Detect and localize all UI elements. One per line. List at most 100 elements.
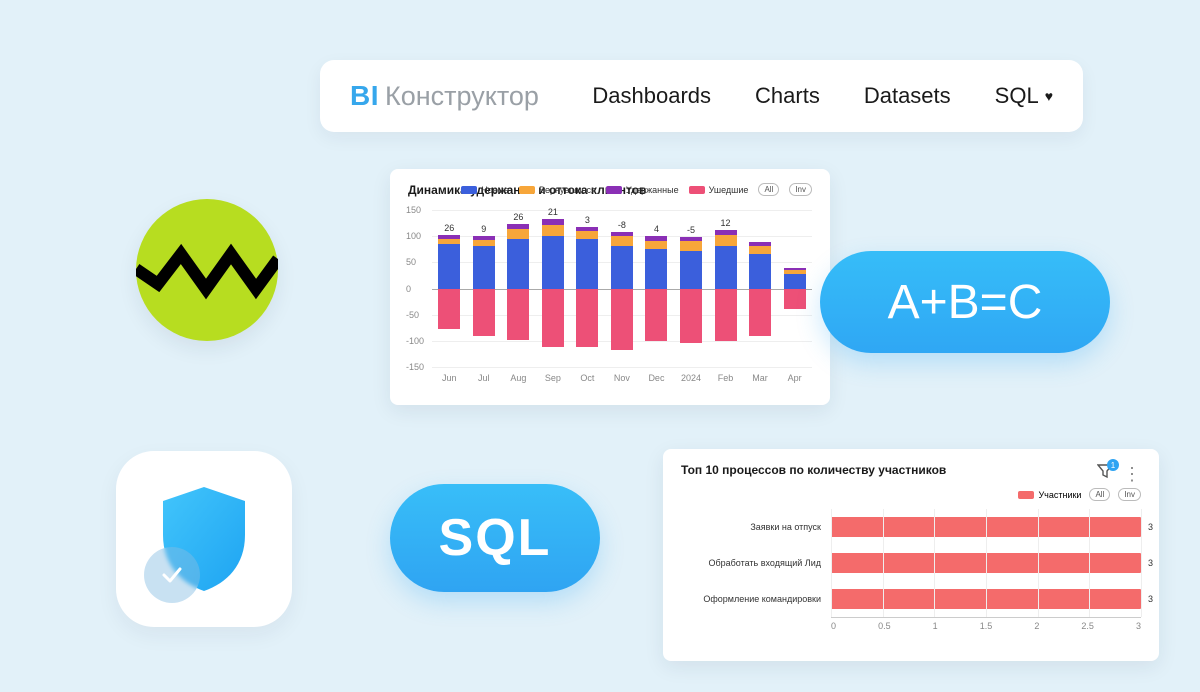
- bar-segment: [715, 246, 737, 289]
- pill-all[interactable]: All: [758, 183, 779, 196]
- bar-value-label: -5: [680, 225, 702, 235]
- x-tick-label: Sep: [542, 373, 564, 383]
- bar-value-label: 12: [715, 218, 737, 228]
- bar-value-label: 26: [438, 223, 460, 233]
- x-tick-label: Feb: [715, 373, 737, 383]
- chart-icon: [136, 199, 278, 341]
- zigzag-icon: [136, 199, 278, 341]
- bar-segment: [507, 229, 529, 238]
- x-tick-label: 0: [831, 621, 836, 631]
- bar-column: 26Aug: [507, 210, 529, 367]
- nav-links: Dashboards Charts Datasets SQL ♥: [592, 83, 1053, 109]
- hbar-value: 3: [1148, 522, 1153, 532]
- legend-label: Удержанные: [626, 185, 679, 195]
- hbar-label: Обработать входящий Лид: [681, 558, 831, 568]
- navbar: BI Конструктор Dashboards Charts Dataset…: [320, 60, 1083, 132]
- y-tick-label: -150: [406, 362, 424, 372]
- bar-segment-neg: [680, 289, 702, 344]
- check-icon: [158, 561, 186, 589]
- x-tick-label: Jul: [473, 373, 495, 383]
- x-tick-label: 0.5: [878, 621, 891, 631]
- pill-all[interactable]: All: [1089, 488, 1110, 501]
- shield-card: [116, 451, 292, 627]
- nav-charts[interactable]: Charts: [755, 83, 820, 109]
- x-tick-label: Apr: [784, 373, 806, 383]
- filter-count: 1: [1107, 459, 1119, 471]
- x-tick-label: 3: [1136, 621, 1141, 631]
- pill-inv[interactable]: Inv: [1118, 488, 1141, 501]
- bar-segment: [611, 246, 633, 289]
- bar-segment-neg: [645, 289, 667, 341]
- legend-item: Вернувшиеся: [519, 185, 596, 195]
- y-tick-label: -50: [406, 310, 419, 320]
- x-tick-label: 2: [1034, 621, 1039, 631]
- bar-segment: [680, 241, 702, 250]
- y-tick-label: 150: [406, 205, 421, 215]
- x-tick-label: 1: [933, 621, 938, 631]
- check-badge: [144, 547, 200, 603]
- app-logo: BI Конструктор: [350, 80, 539, 112]
- heart-icon: ♥: [1045, 88, 1053, 104]
- filter-button[interactable]: 1: [1097, 463, 1113, 484]
- bar-column: Apr: [784, 210, 806, 367]
- bar-segment: [715, 235, 737, 245]
- top10-legend-label: Участники: [1038, 490, 1081, 500]
- bar-segment: [542, 236, 564, 288]
- bar-column: 4Dec: [645, 210, 667, 367]
- x-tick-label: Oct: [576, 373, 598, 383]
- x-tick-label: Mar: [749, 373, 771, 383]
- nav-sql-label: SQL: [995, 83, 1039, 109]
- bar-segment-neg: [611, 289, 633, 351]
- x-tick-label: Aug: [507, 373, 529, 383]
- hbar-value: 3: [1148, 558, 1153, 568]
- bar-value-label: 21: [542, 207, 564, 217]
- pill-inv[interactable]: Inv: [789, 183, 812, 196]
- legend-item: Новые: [461, 185, 509, 195]
- more-icon[interactable]: ⋮: [1123, 470, 1141, 478]
- retention-card: Динамика удержания и оттока клиентов Нов…: [390, 169, 830, 405]
- nav-sql[interactable]: SQL ♥: [995, 83, 1053, 109]
- legend-label: Новые: [481, 185, 509, 195]
- bar-segment-neg: [542, 289, 564, 348]
- bar-column: Mar: [749, 210, 771, 367]
- nav-dashboards[interactable]: Dashboards: [592, 83, 711, 109]
- hbar-label: Заявки на отпуск: [681, 522, 831, 532]
- bar-segment: [749, 254, 771, 288]
- bar-segment-neg: [438, 289, 460, 330]
- logo-bi: BI: [350, 80, 379, 112]
- legend-item: Ушедшие: [689, 185, 749, 195]
- retention-legend: Новые Вернувшиеся Удержанные Ушедшие All Inv: [408, 183, 812, 196]
- legend-item: Удержанные: [606, 185, 679, 195]
- bar-segment: [645, 241, 667, 249]
- x-tick-label: 2.5: [1081, 621, 1094, 631]
- bar-value-label: 9: [473, 224, 495, 234]
- legend-label: Ушедшие: [709, 185, 749, 195]
- hbar-label: Оформление командировки: [681, 594, 831, 604]
- bar-value-label: 3: [576, 215, 598, 225]
- nav-datasets[interactable]: Datasets: [864, 83, 951, 109]
- bar-column: 21Sep: [542, 210, 564, 367]
- top10-legend: Участники All Inv: [681, 488, 1141, 501]
- bar-value-label: 26: [507, 212, 529, 222]
- x-tick-label: Dec: [645, 373, 667, 383]
- bar-segment: [576, 231, 598, 238]
- swatch: [519, 186, 535, 194]
- bar-segment: [611, 236, 633, 245]
- bar-segment: [680, 251, 702, 289]
- legend-label: Вернувшиеся: [539, 185, 596, 195]
- top10-card: Топ 10 процессов по количеству участнико…: [663, 449, 1159, 661]
- bar-segment: [645, 249, 667, 288]
- bar-segment: [438, 244, 460, 288]
- y-tick-label: 0: [406, 284, 411, 294]
- bar-segment-neg: [507, 289, 529, 340]
- bar-column: 26Jun: [438, 210, 460, 367]
- bar-column: 9Jul: [473, 210, 495, 367]
- swatch: [689, 186, 705, 194]
- swatch: [461, 186, 477, 194]
- bar-segment-neg: [784, 289, 806, 310]
- hbar-value: 3: [1148, 594, 1153, 604]
- bar-segment: [507, 239, 529, 289]
- bar-segment-neg: [749, 289, 771, 336]
- bar-segment: [473, 246, 495, 289]
- bar-segment: [542, 225, 564, 237]
